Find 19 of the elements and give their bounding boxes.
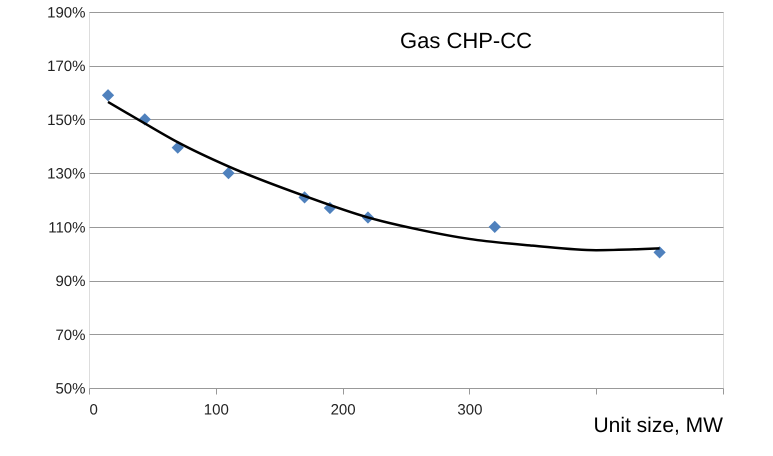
x-tick-label: 300 <box>457 402 482 418</box>
x-tick-label: 0 <box>90 402 98 418</box>
x-axis-title: Unit size, MW <box>593 414 724 437</box>
y-tick-label: 50% <box>55 380 86 398</box>
y-tick-label: 170% <box>47 58 86 76</box>
text: Gas CHP-CC <box>400 28 532 53</box>
point <box>172 142 184 154</box>
y-tick-label: 70% <box>55 326 86 344</box>
y-tick-label: 190% <box>47 4 86 22</box>
y-tick-label: 90% <box>55 273 86 290</box>
point <box>102 89 114 102</box>
point <box>222 167 235 180</box>
y-tick-label: 130% <box>47 166 86 183</box>
point <box>488 220 501 233</box>
y-tick-label: 150% <box>47 112 86 129</box>
y-tick-label: 110% <box>48 219 86 236</box>
point <box>653 246 666 258</box>
x-tick-label: 200 <box>330 402 356 418</box>
x-tick-label: 100 <box>204 402 229 418</box>
